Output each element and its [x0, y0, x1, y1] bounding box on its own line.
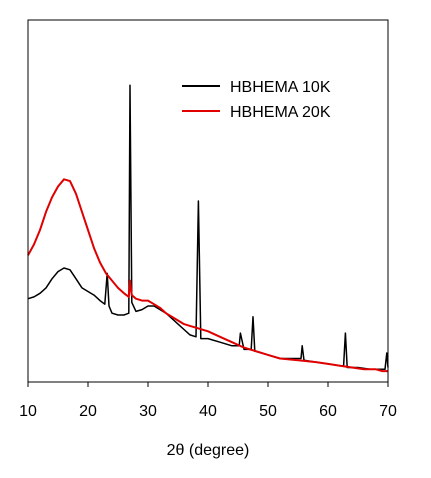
x-tick-label: 70: [379, 403, 397, 420]
legend: HBHEMA 10K HBHEMA 20K: [182, 79, 331, 121]
legend-label-10k: HBHEMA 10K: [230, 79, 331, 96]
x-tick-label: 40: [199, 403, 217, 420]
series-layer: [27, 84, 389, 373]
series-line-20k: [27, 178, 388, 373]
x-tick-label: 50: [259, 403, 277, 420]
plot-frame: [27, 19, 389, 383]
x-tick-label: 60: [319, 403, 337, 420]
x-tick-label: 10: [19, 403, 37, 420]
series-line-10k: [27, 84, 389, 371]
x-tick-label: 20: [79, 403, 97, 420]
x-axis: 10 20 30 40 50 60 70: [19, 382, 397, 420]
x-tick-label: 30: [139, 403, 157, 420]
x-axis-title: 2θ (degree): [167, 442, 250, 459]
legend-label-20k: HBHEMA 20K: [230, 104, 331, 121]
